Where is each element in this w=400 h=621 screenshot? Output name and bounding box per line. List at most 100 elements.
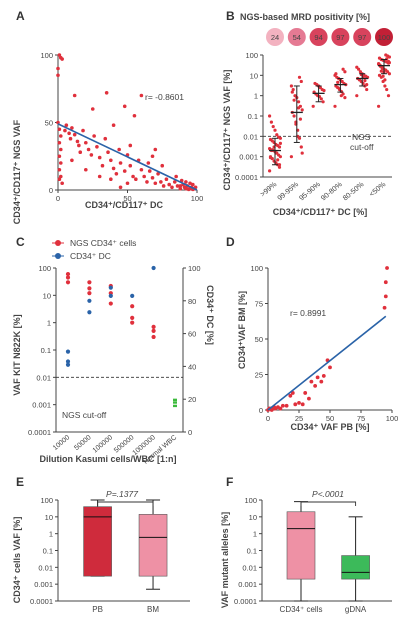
panel-b-point: [333, 104, 337, 108]
legend-ngs-label: NGS CD34⁺ cells: [70, 238, 136, 248]
panel-a-point: [75, 139, 80, 144]
panel-a-ylabel: CD34⁺/CD117⁺ NGS VAF: [12, 119, 22, 224]
panel-e-letter: E: [16, 475, 24, 489]
panel-a-point: [122, 169, 127, 173]
panel-b-point: [297, 100, 301, 104]
panel-b-point: [355, 65, 359, 69]
panel-a-point: [139, 167, 144, 172]
panel-c-dc-point: [65, 349, 71, 354]
panel-a-point: [100, 163, 105, 168]
panel-b-point: [275, 133, 279, 137]
panel-b-point: [292, 98, 296, 102]
panel-b-point: [268, 146, 272, 151]
panel-a-point: [84, 140, 88, 145]
panel-b-point: [299, 145, 303, 149]
panel-a-point: [72, 93, 77, 98]
panel-d-point: [288, 393, 293, 398]
panel-b-point: [355, 94, 359, 98]
panel-b-positivity-bubble: [266, 28, 284, 46]
panel-c-ngs-point: [130, 320, 135, 325]
panel-a-point: [109, 158, 113, 163]
panel-a-point: [156, 172, 160, 176]
panel-a-point: [153, 181, 158, 186]
panel-c-ngs-point: [151, 334, 156, 340]
panel-d-point: [297, 401, 301, 405]
panel-c-ytick-label: 0.001: [32, 401, 51, 410]
panel-c-ngs-point: [87, 280, 92, 285]
panel-a: A CD34⁺/CD117⁺ NGS VAF CD34⁺/CD117⁺ DC r…: [12, 9, 203, 224]
panel-a-point: [58, 134, 63, 138]
panel-a-point: [145, 180, 149, 184]
panel-e-pvalue: P=.1377: [106, 489, 138, 499]
panel-c-category-label: 100000: [92, 434, 114, 454]
panel-f-ytick-label: 1: [253, 530, 257, 539]
panel-f-ytick-label: 100: [244, 496, 257, 505]
panel-b-positivity-bubble: [309, 28, 328, 46]
panel-b-positivity-label: 97: [358, 33, 366, 42]
panel-c-y2tick-label: 0: [188, 428, 192, 437]
panel-a-point: [77, 143, 81, 148]
panel-e-significance-bracket: [97, 501, 154, 506]
panel-e-ytick-label: 0.01: [38, 563, 53, 572]
panel-c-ngs-point: [65, 280, 71, 285]
panel-b-category-label: 90-80%: [319, 179, 344, 202]
panel-f-category-label: gDNA: [345, 605, 367, 614]
panel-a-point: [142, 174, 146, 179]
panel-b-positivity-label: 24: [271, 33, 279, 42]
panel-b-point: [386, 94, 391, 98]
panel-d-point: [385, 266, 389, 270]
panel-b-point: [384, 53, 388, 57]
panel-b-point: [293, 94, 297, 98]
legend-dc-label: CD34⁺ DC: [70, 251, 111, 261]
panel-c-letter: C: [16, 235, 25, 249]
panel-b-point: [381, 74, 385, 78]
panel-b-point: [268, 114, 272, 118]
panel-d-xlabel: CD34⁺ VAF PB [%]: [290, 422, 369, 432]
panel-b-letter: B: [226, 9, 235, 23]
panel-c-ngs-point: [108, 301, 113, 306]
panel-c-ngs-point: [65, 271, 71, 277]
panel-d-ytick-label: 25: [255, 371, 263, 380]
panel-c-dc-point: [65, 362, 71, 367]
panel-f-letter: F: [226, 475, 233, 489]
panel-a-point: [132, 113, 137, 118]
panel-a-point: [118, 185, 123, 190]
panel-a-point: [86, 147, 91, 152]
panel-d-point: [300, 402, 305, 407]
panel-c-ytick-label: 1: [47, 319, 51, 328]
panel-c-ytick-label: 0.0001: [28, 428, 51, 437]
panel-c-y2tick-label: 80: [188, 297, 196, 306]
panel-a-regression-line: [57, 123, 198, 191]
panel-a-point: [160, 163, 165, 168]
panel-a-point: [63, 128, 67, 133]
panel-b-point: [300, 151, 304, 155]
panel-f-ytick-label: 10: [249, 513, 257, 522]
panel-b-positivity-bubble: [331, 28, 350, 46]
panel-a-point: [58, 147, 63, 152]
panel-d-xtick-label: 50: [326, 414, 334, 423]
panel-c-y2tick-label: 40: [188, 362, 196, 371]
panel-c-dc-point: [108, 285, 113, 290]
panel-a-point: [128, 143, 133, 148]
panel-d-correlation: r= 0.8991: [290, 308, 326, 318]
panel-a-point: [117, 147, 121, 152]
panel-e-category-label: BM: [147, 605, 159, 614]
panel-b-point: [377, 73, 382, 77]
panel-d-ylabel: CD34⁺VAF BM [%]: [237, 291, 247, 369]
panel-d-point: [309, 379, 314, 384]
panel-c-y2tick-label: 20: [188, 395, 196, 404]
panel-b-point: [278, 141, 282, 145]
panel-b-point: [298, 117, 302, 121]
panel-d-regression-line: [267, 315, 387, 411]
panel-a-point: [103, 136, 108, 141]
panel-a-point: [106, 150, 110, 154]
panel-b-point: [341, 67, 345, 71]
panel-a-point: [191, 182, 195, 187]
panel-a-xtick-label: 50: [123, 194, 131, 203]
panel-f-category-label: CD34⁺ cells: [280, 605, 323, 614]
panel-b-point: [313, 81, 317, 86]
panel-a-point: [57, 167, 62, 172]
panel-a-point: [111, 123, 116, 127]
panel-a-point: [104, 91, 109, 95]
